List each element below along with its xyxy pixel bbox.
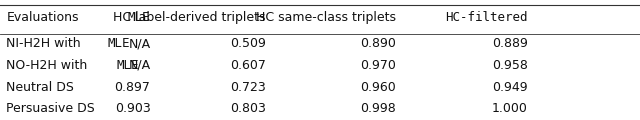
Text: Evaluations: Evaluations [6,11,79,24]
Text: 0.890: 0.890 [360,37,396,50]
Text: 0.949: 0.949 [492,81,528,94]
Text: MLE: MLE [108,37,131,50]
Text: HC label-derived triplets: HC label-derived triplets [113,11,266,24]
Text: Neutral DS: Neutral DS [6,81,74,94]
Text: 0.897: 0.897 [115,81,150,94]
Text: 0.889: 0.889 [492,37,528,50]
Text: NO-H2H with: NO-H2H with [6,59,92,72]
Text: HC-filtered: HC-filtered [445,11,528,24]
Text: 0.970: 0.970 [360,59,396,72]
Text: 0.509: 0.509 [230,37,266,50]
Text: 0.998: 0.998 [360,102,396,115]
Text: 0.803: 0.803 [230,102,266,115]
Text: 0.960: 0.960 [360,81,396,94]
Text: Persuasive DS: Persuasive DS [6,102,95,115]
Text: 0.607: 0.607 [230,59,266,72]
Text: 0.903: 0.903 [115,102,150,115]
Text: N/A: N/A [128,37,150,50]
Text: N/A: N/A [128,59,150,72]
Text: HC same-class triplets: HC same-class triplets [255,11,396,24]
Text: 1.000: 1.000 [492,102,528,115]
Text: NI-H2H with: NI-H2H with [6,37,85,50]
Text: MLE: MLE [116,59,139,72]
Text: MLE: MLE [128,11,150,24]
Text: 0.958: 0.958 [492,59,528,72]
Text: 0.723: 0.723 [230,81,266,94]
